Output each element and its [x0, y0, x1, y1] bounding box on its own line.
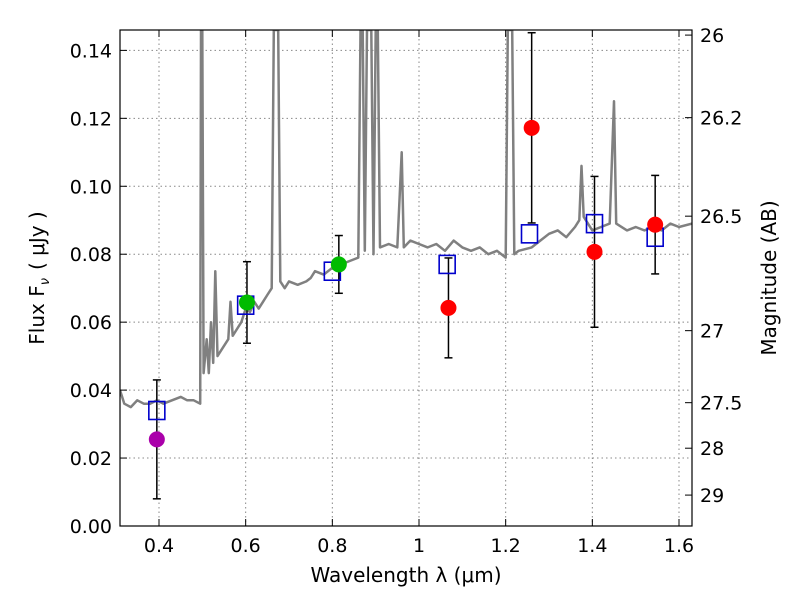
y-axis-title: Flux Fν ( μJy )	[25, 211, 53, 344]
x-tick-label: 0.8	[317, 535, 347, 557]
x-tick-label: 1	[413, 535, 425, 557]
mag-tick-label: 26	[700, 25, 724, 47]
axes: 0.4 0.6 0.8 1 1.2 1.4 1.6 0.00 0.02 0.04 0.06 0.08 0…	[70, 25, 743, 557]
x-axis-title: Wavelength λ (μm)	[310, 563, 501, 587]
y-tick-label: 0.08	[70, 244, 112, 266]
y-tick-label: 0.02	[70, 448, 112, 470]
y-axis-title-sub: ν	[38, 278, 53, 285]
plot-frame	[119, 29, 693, 527]
model-square-marker	[438, 254, 456, 275]
y2-axis-title: Magnitude (AB)	[757, 200, 781, 355]
y-axis-title-unit: ( μJy )	[25, 211, 49, 270]
mag-tick-label: 26.5	[700, 206, 742, 228]
y-tick-label: 0.10	[70, 176, 112, 198]
y-axis-title-main: Flux F	[25, 285, 49, 344]
mag-tick-label: 26.2	[700, 108, 742, 130]
observed-point	[647, 216, 664, 233]
mag-tick-label: 27	[700, 321, 724, 343]
y-tick-label: 0.12	[70, 108, 112, 130]
plot-area	[120, 30, 692, 500]
model-square-marker	[148, 400, 166, 421]
x-tick-label: 0.6	[231, 535, 261, 557]
model-square-marker	[520, 224, 539, 244]
model-square-marker	[585, 213, 604, 234]
y-tick-label: 0.14	[70, 40, 112, 62]
mag-tick-label: 27.5	[700, 393, 742, 415]
x-tick-label: 0.4	[144, 535, 174, 557]
observed-point	[148, 431, 165, 448]
x-tick-label: 1.2	[491, 535, 521, 557]
spectrum-line	[120, 30, 692, 409]
y-tick-label: 0.00	[70, 516, 112, 538]
observed-point	[523, 119, 540, 136]
y-tick-label: 0.04	[70, 380, 112, 402]
observed-point	[238, 294, 255, 311]
x-tick-label: 1.6	[664, 535, 694, 557]
mag-tick-label: 29	[700, 485, 724, 507]
observed-point	[586, 243, 603, 260]
grid	[120, 30, 692, 527]
x-tick-label: 1.4	[577, 535, 607, 557]
observed-point	[330, 256, 347, 273]
observed-point	[440, 299, 457, 316]
mag-tick-label: 28	[700, 438, 724, 460]
y-tick-label: 0.06	[70, 312, 112, 334]
